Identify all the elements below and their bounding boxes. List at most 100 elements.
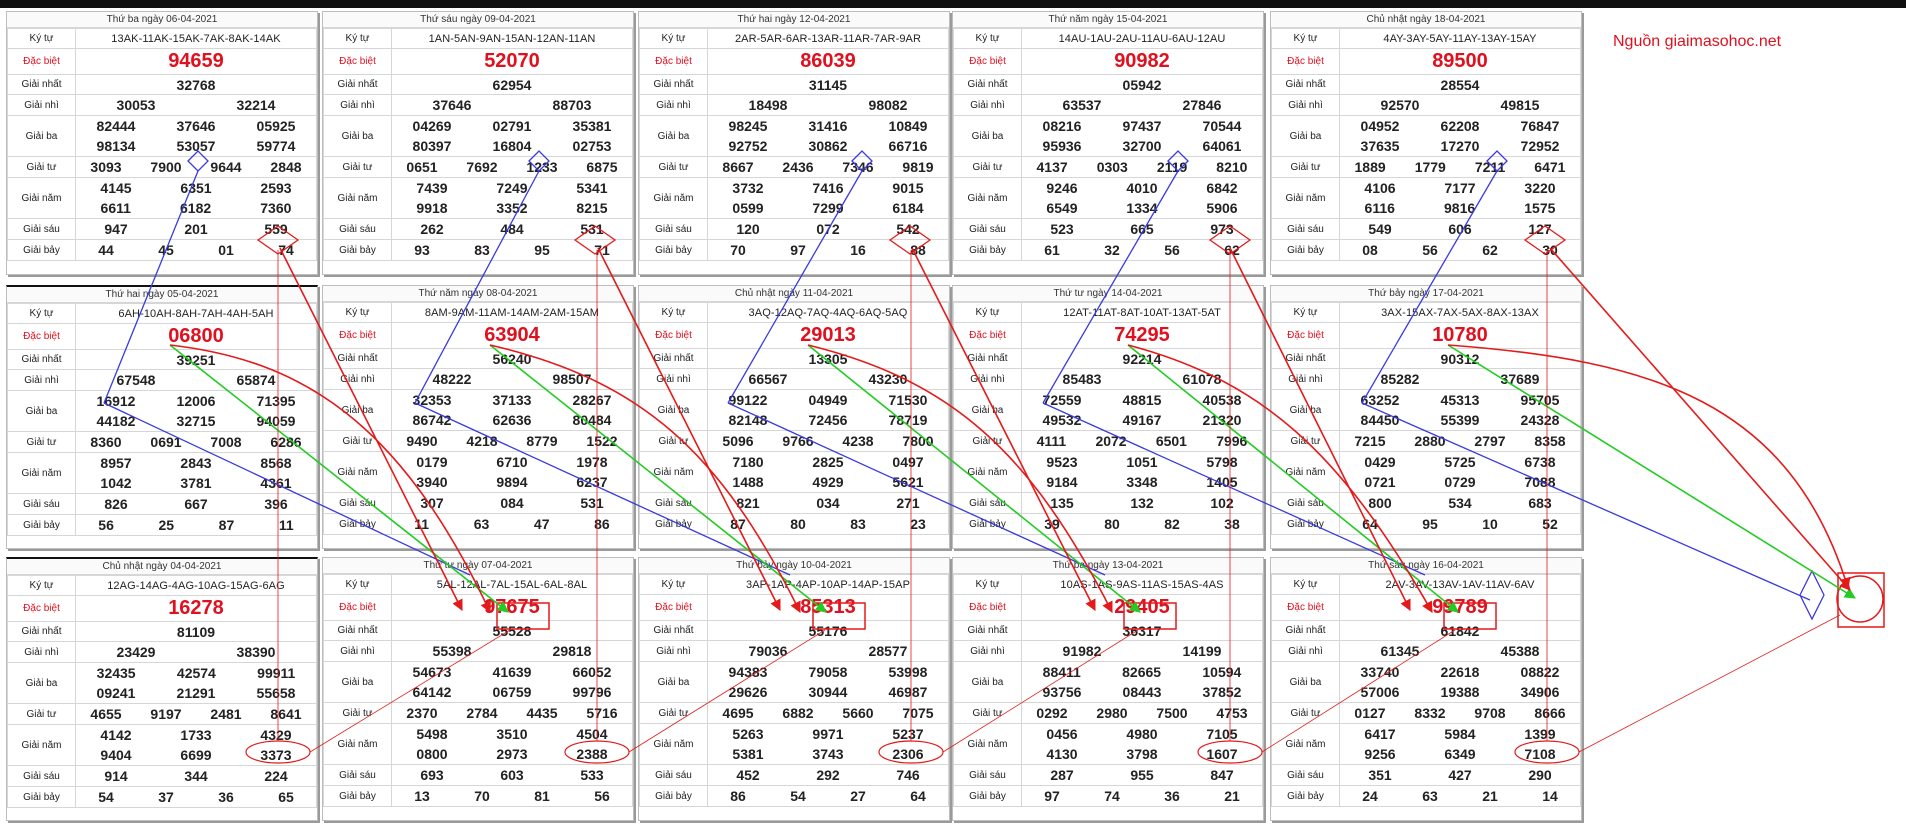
prize-number: 7075 (902, 705, 934, 721)
prize-number: 45 (158, 242, 174, 258)
row-label: Giải sáu (1271, 218, 1340, 240)
fifth-prize: 0429 5725 6738 0721 0729 7088 (1339, 451, 1581, 493)
prize-number: 8210 (1216, 159, 1248, 175)
prize-number: 40538 (1202, 392, 1242, 408)
prize-number: 6351 (180, 180, 212, 196)
prize-number: 70 (474, 788, 490, 804)
prize-number: 4130 (1046, 746, 1078, 762)
second-prize: 48222 98507 (391, 368, 633, 390)
prize-number: 21 (1482, 788, 1498, 804)
row-label: Giải sáu (1271, 764, 1340, 786)
lottery-board: Thứ ba ngày 06-04-2021 Ký tự 13AK-11AK-1… (6, 11, 318, 275)
prize-number: 0721 (1364, 474, 1396, 490)
prize-number: 55398 (432, 643, 472, 659)
prize-number: 9644 (210, 159, 242, 175)
lottery-board: Thứ bảy ngày 10-04-2021 Ký tự 3AP-1AP-4A… (638, 557, 950, 821)
board-date-title: Thứ năm ngày 15-04-2021 (953, 12, 1263, 28)
row-label: Giải nhì (7, 641, 76, 663)
row-label: Giải ba (323, 389, 392, 431)
board-date-title: Thứ năm ngày 08-04-2021 (323, 286, 633, 302)
prize-number: 86 (594, 516, 610, 532)
prize-number: 7996 (1216, 433, 1248, 449)
third-prize: 04269 02791 35381 80397 16804 02753 (391, 115, 633, 157)
prize-number: 7439 (416, 180, 448, 196)
second-prize: 63537 27846 (1021, 94, 1263, 116)
prize-number: 9819 (902, 159, 934, 175)
prize-number: 6549 (1046, 200, 1078, 216)
row-label: Giải nhất (1271, 620, 1340, 641)
row-label: Giải năm (323, 723, 392, 765)
prize-number: 683 (1528, 495, 1552, 511)
prize-number: 44182 (96, 413, 136, 429)
prize-number: 4504 (576, 726, 608, 742)
prize-number: 65 (278, 789, 294, 805)
prize-number: 55658 (256, 685, 296, 701)
code-cell: 2AV-3AV-13AV-1AV-11AV-6AV (1339, 574, 1581, 595)
prize-number: 034 (816, 495, 840, 511)
lottery-board: Thứ hai ngày 12-04-2021 Ký tự 2AR-5AR-6A… (638, 11, 950, 275)
prize-number: 4655 (90, 706, 122, 722)
prize-number: 9708 (1474, 705, 1506, 721)
top-edge-bar (0, 0, 1906, 8)
row-label: Giải tư (323, 156, 392, 178)
prize-number: 0691 (150, 434, 182, 450)
prize-number: 4145 (100, 180, 132, 196)
seventh-prize: 70 97 16 88 (707, 239, 949, 261)
row-label: Giải tư (639, 702, 708, 724)
prize-number: 665 (1130, 221, 1154, 237)
prize-number: 8568 (260, 455, 292, 471)
prize-number: 9490 (406, 433, 438, 449)
prize-number: 4753 (1216, 705, 1248, 721)
prize-number: 10849 (888, 118, 928, 134)
prize-number: 78719 (888, 412, 928, 428)
prize-number: 82665 (1122, 664, 1162, 680)
row-label: Đặc biệt (7, 323, 76, 350)
prize-number: 6116 (1364, 200, 1395, 216)
prize-number: 271 (896, 495, 920, 511)
seventh-prize: 39 80 82 38 (1021, 513, 1263, 535)
row-label: Giải nhì (953, 94, 1022, 116)
second-prize: 92570 49815 (1339, 94, 1581, 116)
prize-number: 29818 (552, 643, 592, 659)
special-prize: 97675 (391, 594, 633, 621)
code-cell: 2AR-5AR-6AR-13AR-11AR-7AR-9AR (707, 28, 949, 49)
first-prize: 90312 (1339, 348, 1581, 369)
prize-number: 04952 (1360, 118, 1400, 134)
special-prize: 52070 (391, 48, 633, 75)
lottery-board: Thứ tư ngày 07-04-2021 Ký tự 5AL-12AL-7A… (322, 557, 634, 821)
prize-number: 606 (1448, 221, 1472, 237)
row-label: Giải bảy (639, 785, 708, 807)
prize-number: 27846 (1182, 97, 1222, 113)
prize-number: 603 (500, 767, 524, 783)
prize-number: 7108 (1524, 746, 1556, 762)
prize-number: 2848 (270, 159, 302, 175)
prize-number: 8215 (576, 200, 608, 216)
third-prize: 16912 12006 71395 44182 32715 94059 (75, 390, 317, 432)
prize-number: 64 (1362, 516, 1378, 532)
row-label: Giải bảy (323, 239, 392, 261)
prize-number: 94383 (728, 664, 768, 680)
prize-number: 9015 (892, 180, 924, 196)
prize-number: 5660 (842, 705, 874, 721)
lottery-board: Chủ nhật ngày 04-04-2021 Ký tự 12AG-14AG… (6, 557, 318, 821)
source-label: Nguồn giaimasohoc.net (1613, 33, 1782, 50)
prize-number: 1978 (576, 454, 608, 470)
prize-number: 667 (184, 496, 208, 512)
prize-number: 30944 (808, 684, 848, 700)
prize-number: 52 (1542, 516, 1558, 532)
prize-number: 2119 (1156, 159, 1188, 175)
prize-number: 19388 (1440, 684, 1480, 700)
fifth-prize: 8957 2843 8568 1042 3781 4361 (75, 452, 317, 494)
prize-number: 5096 (722, 433, 754, 449)
prize-number: 71 (594, 242, 610, 258)
row-label: Giải nhất (953, 348, 1022, 369)
row-label: Giải năm (7, 452, 76, 494)
prize-number: 99911 (257, 665, 296, 681)
fourth-prize: 0292 2980 7500 4753 (1021, 702, 1263, 724)
lottery-board: Thứ hai ngày 05-04-2021 Ký tự 6AH-10AH-8… (6, 285, 318, 549)
prize-number: 4695 (722, 705, 754, 721)
fifth-prize: 4142 1733 4329 9404 6699 3373 (75, 724, 317, 766)
prize-number: 3093 (90, 159, 122, 175)
fifth-prize: 4106 7177 3220 6116 9816 1575 (1339, 177, 1581, 219)
prize-number: 49167 (1122, 412, 1162, 428)
